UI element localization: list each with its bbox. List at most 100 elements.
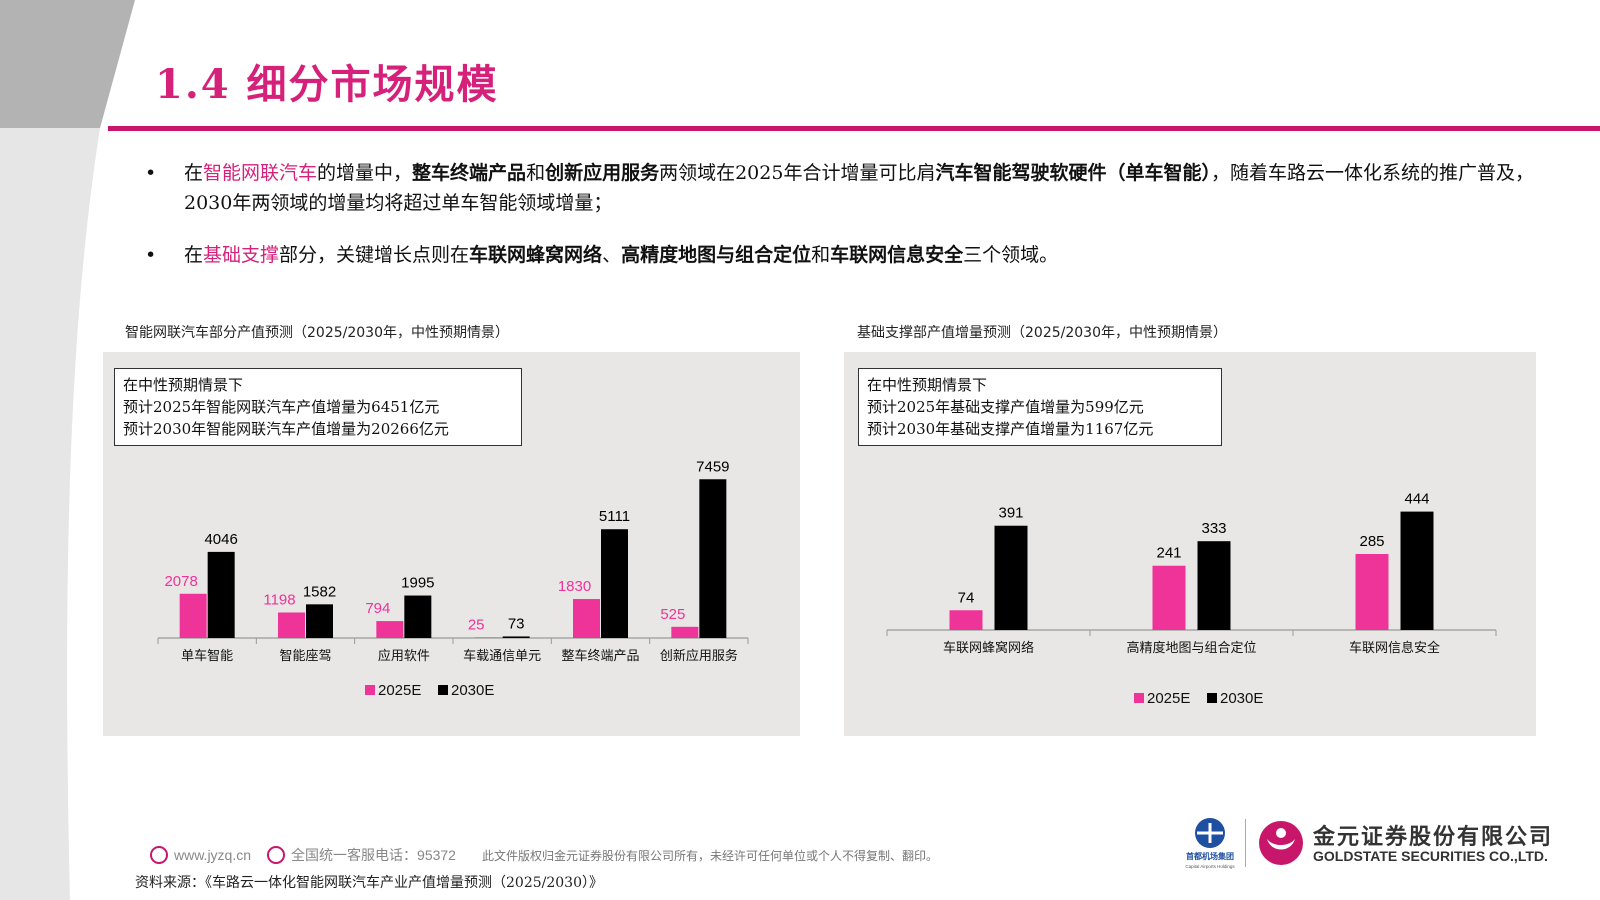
x-tick-label: 创新应用服务	[660, 648, 738, 664]
x-tick-label: 车载通信单元	[463, 648, 541, 664]
note-line: 预计2025年智能网联汽车产值增量为6451亿元	[123, 398, 440, 416]
footer-bar: www.jyzq.cn 全国统一客服电话：95372 此文件版权归金元证券股份有…	[150, 843, 938, 867]
bullet-text-segment: 部分，关键增长点则在	[279, 244, 470, 266]
legend-swatch	[365, 685, 375, 695]
bar-2025E-1	[278, 612, 305, 638]
legend-label: 2030E	[451, 682, 494, 699]
data-label: 285	[1359, 533, 1384, 550]
airport-name-en: Capital Airports Holdings	[1185, 864, 1235, 869]
airport-name-cn: 首都机场集团	[1186, 851, 1234, 861]
x-tick-label: 高精度地图与组合定位	[1126, 640, 1256, 656]
chart-note-left: 在中性预期情景下 预计2025年智能网联汽车产值增量为6451亿元 预计2030…	[114, 368, 522, 446]
airport-logo-icon: 首都机场集团 Capital Airports Holdings	[1185, 818, 1235, 869]
bullet-text-segment: 在	[184, 244, 204, 266]
bullet-item: • 在智能网联汽车的增量中，整车终端产品和创新应用服务两领域在2025年合计增量…	[140, 158, 1540, 218]
legend-swatch	[1207, 693, 1217, 703]
bullet-text-segment: 三个领域。	[963, 244, 1059, 266]
bar-2025E-1	[1152, 565, 1186, 630]
bullet-text-segment: ，随着车路云一体化系统的推广普及，2030年两领域的增量均将超过单车智能领域增量…	[184, 162, 1534, 214]
bullet-bold: 汽车智能驾驶软硬件（单车智能）	[935, 162, 1211, 184]
company-name-en: GOLDSTATE SECURITIES CO.,LTD.	[1313, 848, 1548, 864]
legend-swatch	[1134, 693, 1144, 703]
data-label: 25	[468, 616, 485, 633]
data-label: 1198	[263, 592, 295, 609]
footer-hotline: 全国统一客服电话：95372	[291, 847, 456, 863]
bar-chart-vehicle: 2078 4046 单车智能 1198 1582 智能座驾 794 1995 应用软件 25 73 车…	[157, 458, 749, 699]
bullet-text-segment: 两领域在2025年合计增量可比肩	[659, 162, 936, 184]
legend-label: 2025E	[1147, 690, 1190, 707]
data-label: 4046	[204, 531, 237, 548]
bar-2025E-2	[376, 621, 404, 638]
bullet-bold: 车联网蜂窝网络	[469, 244, 603, 266]
data-label: 1582	[303, 583, 336, 600]
bullet-dot: •	[145, 162, 157, 184]
legend-swatch	[438, 685, 448, 695]
bar-2030E-0	[207, 551, 235, 638]
globe-icon	[150, 846, 168, 864]
bullet-text-segment: 的增量中，	[317, 162, 413, 184]
chart-panel-left: 2078 4046 单车智能 1198 1582 智能座驾 794 1995 应用软件 25 73 车…	[103, 352, 800, 736]
bullet-text-segment: 和	[526, 162, 546, 184]
note-line: 预计2030年智能网联汽车产值增量为20266亿元	[123, 420, 449, 438]
footer-copyright: 此文件版权归金元证券股份有限公司所有，未经许可任何单位或个人不得复制、翻印。	[481, 848, 938, 863]
bullet-text-segment: 、	[602, 244, 622, 266]
title-divider	[108, 126, 1600, 131]
x-tick-label: 整车终端产品	[561, 648, 639, 664]
bullet-highlight: 智能网联汽车	[203, 162, 318, 184]
data-label: 391	[998, 505, 1023, 522]
bar-2025E-5	[671, 626, 699, 638]
bullet-dot: •	[145, 244, 157, 266]
page-title: 1.4 细分市场规模	[155, 61, 499, 108]
data-label: 241	[1156, 545, 1181, 562]
data-label: 333	[1201, 520, 1226, 537]
bar-2030E-1	[1197, 541, 1231, 630]
bar-2025E-0	[179, 593, 207, 638]
data-label: 73	[508, 615, 525, 632]
note-line: 在中性预期情景下	[867, 376, 988, 394]
data-label: 444	[1404, 491, 1429, 508]
data-label: 7459	[696, 458, 729, 475]
data-label: 5111	[599, 508, 630, 525]
x-tick-label: 车联网信息安全	[1349, 640, 1440, 656]
data-label: 1830	[558, 578, 591, 595]
x-tick-label: 单车智能	[181, 648, 233, 664]
bar-2025E-2	[1355, 554, 1389, 630]
data-label: 74	[958, 589, 975, 606]
goldstate-logo-icon	[1259, 821, 1303, 865]
bullet-bold: 创新应用服务	[545, 162, 660, 184]
bullet-text: 在智能网联汽车的增量中，整车终端产品和创新应用服务两领域在2025年合计增量可比…	[184, 162, 1534, 214]
bullet-bold: 车联网信息安全	[830, 244, 964, 266]
bullet-bold: 高精度地图与组合定位	[621, 244, 812, 266]
bullet-bold: 整车终端产品	[412, 162, 527, 184]
footer-website[interactable]: www.jyzq.cn	[174, 847, 252, 863]
bar-2030E-1	[306, 604, 333, 638]
note-line: 预计2025年基础支撑产值增量为599亿元	[867, 398, 1144, 416]
x-tick-label: 智能座驾	[279, 649, 331, 664]
bullet-text-segment: 在	[184, 162, 204, 184]
bullet-highlight: 基础支撑	[203, 244, 280, 266]
chart-caption-left: 智能网联汽车部分产值预测（2025/2030年，中性预期情景）	[125, 325, 509, 341]
note-line: 预计2030年基础支撑产值增量为1167亿元	[867, 420, 1154, 438]
bar-2025E-3	[474, 637, 502, 638]
bar-2030E-0	[994, 525, 1028, 630]
bar-2030E-3	[502, 636, 530, 638]
bar-2025E-0	[949, 610, 983, 630]
bar-2030E-2	[404, 595, 432, 638]
chart-caption-right: 基础支撑部产值增量预测（2025/2030年，中性预期情景）	[857, 325, 1227, 341]
bullet-text-segment: 和	[811, 244, 831, 266]
logo-divider	[1245, 819, 1246, 867]
bullet-text: 在基础支撑部分，关键增长点则在车联网蜂窝网络、高精度地图与组合定位和车联网信息安…	[184, 244, 1058, 266]
bullet-list: • 在智能网联汽车的增量中，整车终端产品和创新应用服务两领域在2025年合计增量…	[140, 158, 1540, 292]
chart-panel-right: 74 391 车联网蜂窝网络 241 333 高精度地图与组合定位 285 444 车联网信息安…	[844, 352, 1536, 736]
x-tick-label: 应用软件	[378, 648, 430, 664]
data-label: 1995	[401, 575, 434, 592]
data-label: 794	[365, 600, 390, 617]
logo-group: 首都机场集团 Capital Airports Holdings 金元证券股份有…	[1183, 815, 1551, 871]
bar-2030E-5	[699, 479, 727, 638]
company-name-cn: 金元证券股份有限公司	[1313, 825, 1554, 850]
x-tick-label: 车联网蜂窝网络	[943, 640, 1034, 656]
bar-chart-infrastructure: 74 391 车联网蜂窝网络 241 333 高精度地图与组合定位 285 444 车联网信息安…	[886, 491, 1497, 707]
legend-label: 2030E	[1220, 690, 1263, 707]
data-label: 2078	[164, 573, 197, 590]
legend-label: 2025E	[378, 682, 421, 699]
